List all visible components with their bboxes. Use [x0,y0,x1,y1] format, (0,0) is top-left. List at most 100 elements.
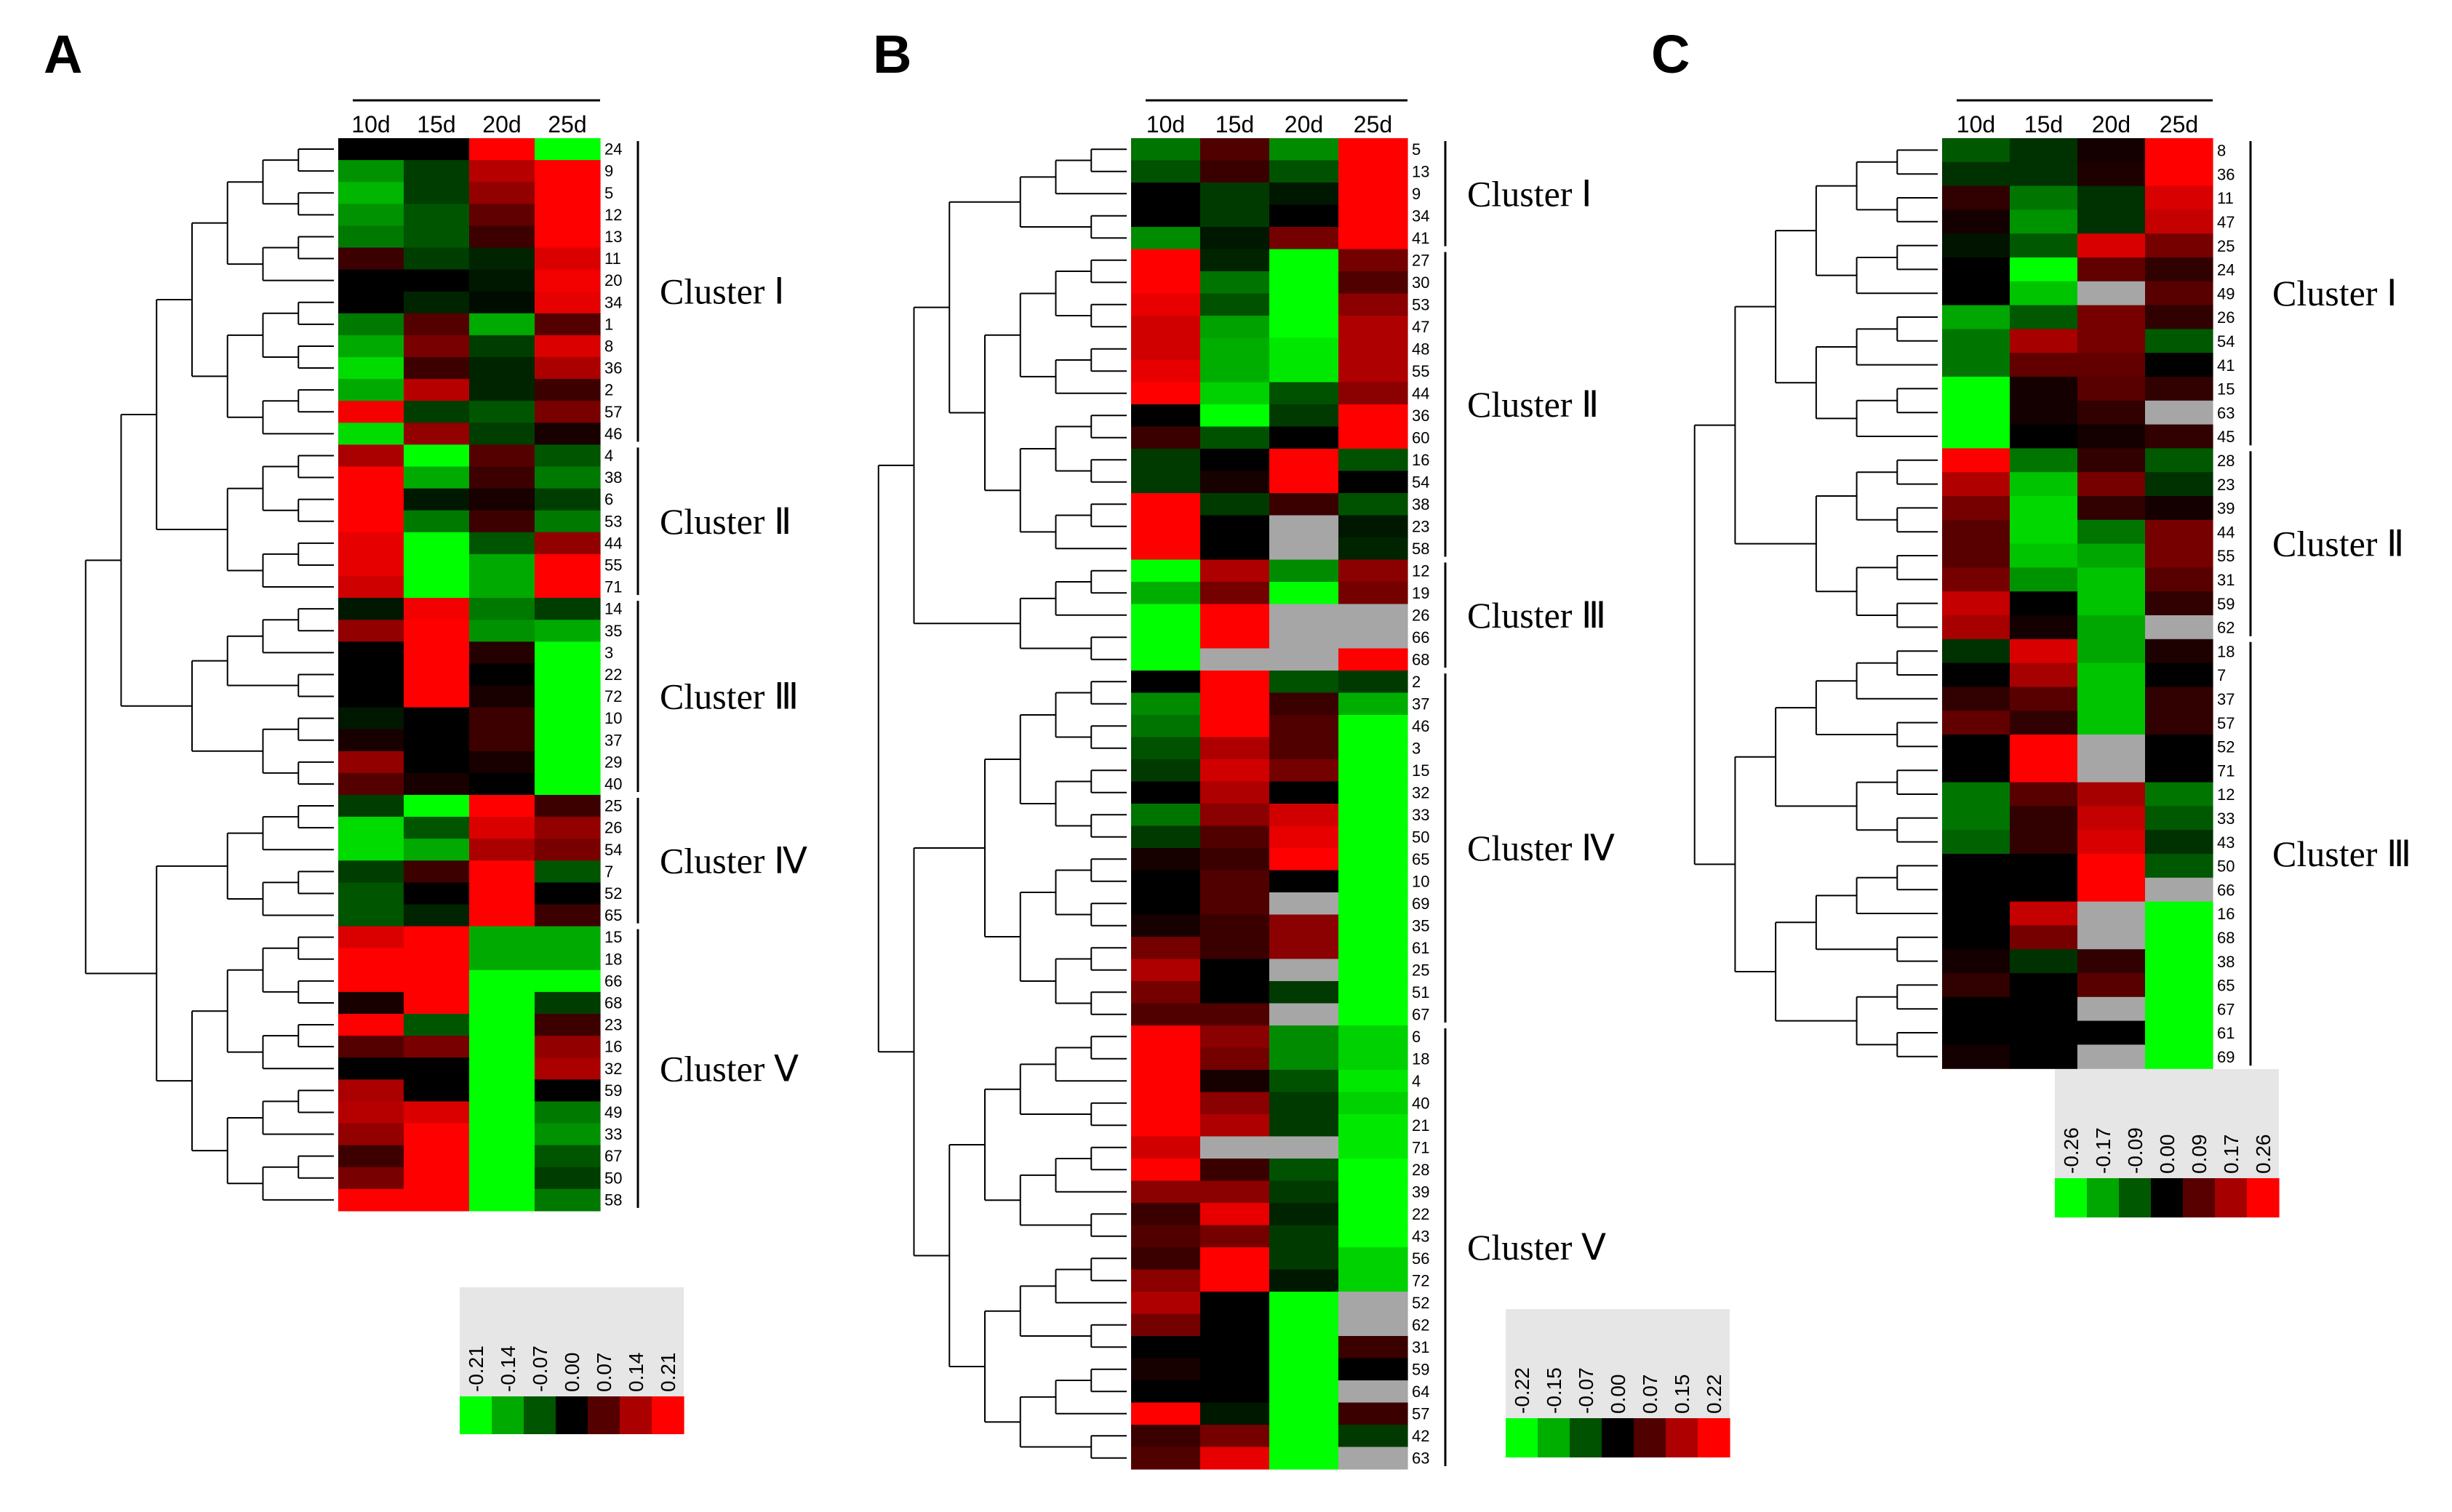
heatmap-cell [1338,604,1408,627]
legend-swatch [1570,1418,1602,1457]
row-label: 33 [1412,806,1429,824]
heatmap-cell [404,510,470,533]
heatmap-cell [1131,1247,1201,1271]
cluster-label: Cluster Ⅰ [1467,173,1592,214]
heatmap-cell [2145,400,2213,425]
heatmap-cell [1131,1313,1201,1337]
heatmap-cell [1942,496,2010,521]
heatmap-cell [1200,737,1270,760]
heatmap-cell [535,444,601,468]
heatmap-cell [1338,1025,1408,1049]
heatmap-cell [338,313,404,336]
column-label: 20d [1285,111,1323,137]
heatmap-cell [404,620,470,642]
legend-tick-background [2055,1069,2279,1178]
heatmap-cell [1942,185,2010,210]
heatmap-cell [535,269,601,292]
heatmap-cell [2145,138,2213,163]
legend-swatch [588,1396,620,1434]
row-label: 30 [1412,273,1429,292]
heatmap-cell [1131,715,1201,738]
heatmap-cell [1131,1180,1201,1204]
heatmap-cell [1269,1070,1339,1093]
heatmap-cell [469,969,535,993]
heatmap-cell [1200,1203,1270,1226]
heatmap-cell [404,532,470,555]
row-label: 3 [604,644,613,662]
heatmap-cell [338,401,404,423]
heatmap-cell [338,291,404,314]
column-label: 15d [417,111,455,137]
heatmap-cell [2077,424,2146,449]
heatmap-cell [1200,1292,1270,1315]
heatmap-cell [1200,1425,1270,1448]
row-label: 68 [1412,650,1429,668]
heatmap-cell [338,1145,404,1168]
row-label: 13 [604,228,622,246]
heatmap-cell [2077,448,2146,473]
heatmap-cell [469,1145,535,1168]
heatmap-cell [2077,854,2146,879]
heatmap-cell [1338,138,1408,161]
legend-tick-label: 0.07 [1639,1375,1661,1415]
legend-tick-background [460,1287,684,1396]
row-label: 26 [1412,606,1429,624]
heatmap-cell [404,401,470,423]
heatmap-cell [1942,901,2010,926]
row-label: 23 [2217,476,2235,494]
heatmap-cell [1338,204,1408,228]
heatmap-cell [469,882,535,905]
row-label: 21 [1412,1116,1429,1135]
column-label: 25d [1354,111,1392,137]
heatmap-cell [1269,204,1339,228]
heatmap-cell [535,882,601,905]
heatmap-cell [2077,830,2146,855]
heatmap-cell [535,401,601,423]
heatmap-cell [1269,604,1339,627]
heatmap-cell [1200,604,1270,627]
heatmap-cell [2010,806,2078,831]
heatmap-cell [469,948,535,971]
row-label: 50 [1412,828,1429,846]
cluster-label: Cluster Ⅱ [660,501,792,542]
heatmap-cell [1269,1136,1339,1159]
row-label: 52 [604,884,622,903]
heatmap-cell [2145,1020,2213,1045]
heatmap-cell [2010,854,2078,879]
row-label: 1 [604,315,613,333]
heatmap-cell [1200,959,1270,982]
column-label: 15d [2024,111,2063,137]
row-label: 9 [604,162,613,180]
row-label: 62 [1412,1316,1429,1334]
row-label: 20 [604,271,622,289]
heatmap-cell [1131,914,1201,937]
heatmap-cell [1338,1269,1408,1292]
legend-tick-label: -0.15 [1543,1367,1565,1414]
heatmap-cell [1338,404,1408,428]
heatmap-cell [1269,892,1339,916]
heatmap-cell [1942,377,2010,401]
heatmap-cell [2010,329,2078,353]
heatmap-cell [1942,782,2010,807]
heatmap-cell [338,182,404,204]
heatmap-cell [404,882,470,905]
legend-tick-label: 0.09 [2188,1135,2211,1175]
heatmap-cell [1269,293,1339,316]
heatmap-cell [1338,1114,1408,1137]
heatmap-cell [338,423,404,445]
heatmap-cell [1131,204,1201,228]
heatmap-cell [2010,949,2078,974]
row-label: 19 [1412,584,1429,602]
heatmap-cell [1942,806,2010,831]
row-label: 11 [2217,189,2234,207]
row-label: 64 [1412,1383,1429,1401]
heatmap-cell [1338,892,1408,916]
row-label: 22 [1412,1205,1429,1223]
heatmap-cell [338,576,404,599]
heatmap-cell [1269,1380,1339,1404]
heatmap-cell [2077,758,2146,783]
heatmap-cell [1338,1047,1408,1071]
heatmap-cell [1338,848,1408,871]
row-label: 39 [2217,500,2235,518]
